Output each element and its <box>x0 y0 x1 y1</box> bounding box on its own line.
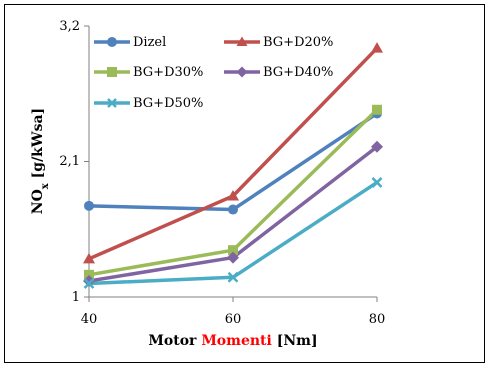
x-axis-title: Motor Momenti [Nm] <box>148 333 317 349</box>
x-tick-labels: 40 60 80 <box>81 312 386 327</box>
axes-group <box>84 25 378 302</box>
y-tick-labels: 1 2,1 3,2 <box>59 19 80 305</box>
data-point-bg-d50 <box>227 271 239 283</box>
legend-label-bg-d30: BG+D30% <box>133 65 203 80</box>
legend-label-bg-d50: BG+D50% <box>133 96 203 111</box>
data-point-bg-d40 <box>227 251 239 264</box>
data-point-dizel <box>84 200 94 211</box>
legend-item-bg-d50: BG+D50% <box>94 96 203 111</box>
y-tick-label: 3,2 <box>59 19 80 34</box>
series-markers-group <box>83 42 383 289</box>
data-point-bg-d30 <box>372 104 382 115</box>
x-tick-label: 40 <box>81 312 98 327</box>
x-axis-title-suffix: [Nm] <box>272 333 318 349</box>
legend: Dizel BG+D20% BG+D30% BG+D40% BG+D50% <box>94 35 333 111</box>
x-axis-title-highlight: Momenti <box>201 333 272 349</box>
data-point-bg-d40 <box>83 274 95 287</box>
x-tick-label: 80 <box>369 312 386 327</box>
y-tick-label: 1 <box>72 290 80 305</box>
legend-item-bg-d30: BG+D30% <box>94 65 203 80</box>
data-point-bg-d20 <box>227 189 239 201</box>
legend-item-bg-d20: BG+D20% <box>224 35 333 50</box>
data-point-bg-d30 <box>84 269 94 280</box>
data-point-bg-d30 <box>228 245 238 256</box>
y-axis-title-subscript: x <box>40 182 51 189</box>
x-axis-title-prefix: Motor <box>148 333 201 349</box>
y-axis-title: NOx [g/kWsa] <box>30 108 51 214</box>
legend-label-dizel: Dizel <box>133 35 166 50</box>
y-axis-title-suffix: [g/kWsa] <box>30 108 46 183</box>
legend-marker-bg-d30 <box>107 67 117 77</box>
legend-marker-bg-d20 <box>236 36 248 46</box>
data-point-bg-d20 <box>371 42 383 53</box>
data-point-bg-d50 <box>83 278 95 289</box>
data-point-bg-d20 <box>83 252 95 264</box>
y-tick-label: 2,1 <box>59 154 80 169</box>
data-point-bg-d50 <box>371 177 383 188</box>
legend-marker-dizel <box>107 37 117 47</box>
legend-marker-bg-d40 <box>236 66 248 78</box>
legend-marker-bg-d50 <box>107 98 117 108</box>
data-point-dizel <box>228 204 238 215</box>
x-tick-label: 60 <box>225 312 242 327</box>
legend-item-dizel: Dizel <box>94 35 166 50</box>
data-point-bg-d40 <box>371 140 383 153</box>
legend-item-bg-d40: BG+D40% <box>224 65 333 80</box>
legend-label-bg-d40: BG+D40% <box>263 65 333 80</box>
y-axis-title-base: NO <box>30 189 46 214</box>
legend-label-bg-d20: BG+D20% <box>263 35 333 50</box>
